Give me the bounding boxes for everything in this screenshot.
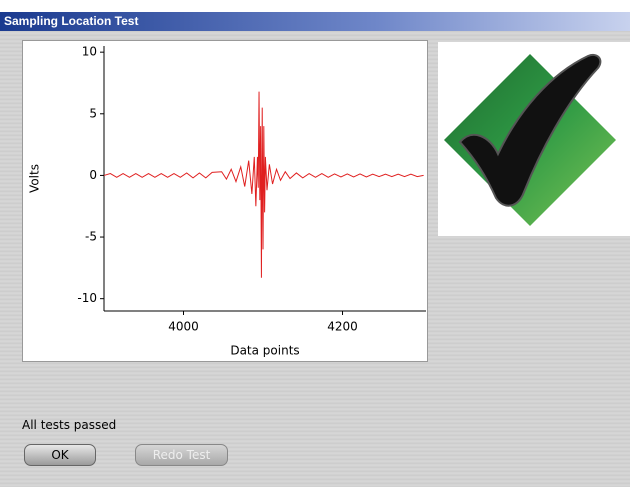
y-axis-label: Volts [28,164,42,193]
x-axis-label: Data points [230,344,299,358]
check [458,54,602,207]
checkmark-icon [444,54,616,226]
signal-line [103,91,424,278]
status-text: All tests passed [22,418,117,432]
ok-button[interactable]: OK [24,444,96,466]
x-tick-label: 4200 [327,320,358,334]
chart-panel: -10 -5 0 5 10 4000 4200 Data points Volts [22,40,428,362]
y-tick-label: -5 [85,230,97,244]
y-tick-label: 10 [82,45,97,59]
top-strip [0,0,630,12]
redo-button[interactable]: Redo Test [135,444,228,466]
chart: -10 -5 0 5 10 4000 4200 Data points Volts [28,45,426,358]
y-tick-label: 5 [89,106,97,120]
title-bar: Sampling Location Test [0,12,630,31]
x-tick-label: 4000 [168,320,199,334]
y-tick-label: 0 [89,168,97,182]
y-tick-label: -10 [77,291,97,305]
checkmark-image [438,42,630,236]
